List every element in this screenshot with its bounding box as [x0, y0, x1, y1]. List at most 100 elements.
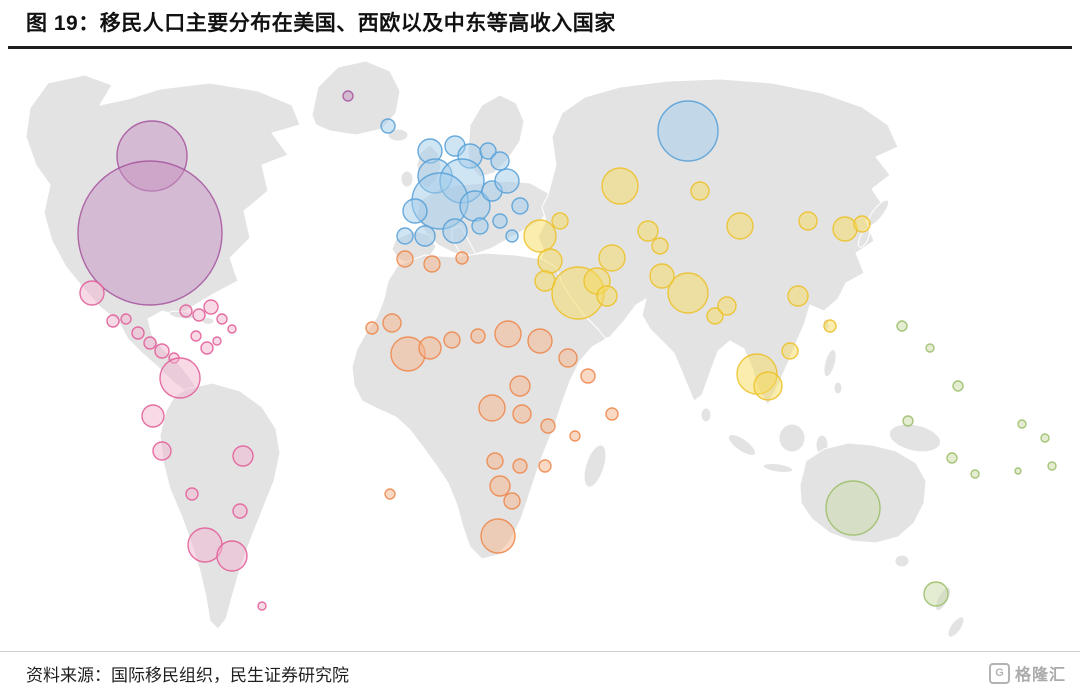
bubble-europe — [479, 142, 497, 160]
bubble-asia-middle-east — [726, 212, 754, 240]
bubble-latin-america — [120, 313, 132, 325]
bubble-africa — [396, 250, 414, 268]
bubble-asia-middle-east — [637, 220, 659, 242]
bubble-africa — [480, 518, 516, 554]
continent-greenland — [311, 60, 401, 136]
island-ireland — [400, 170, 414, 188]
bubble-africa — [384, 488, 396, 500]
bubble-europe — [396, 227, 414, 245]
island-hispaniola — [201, 317, 215, 325]
bubble-asia-middle-east — [537, 248, 563, 274]
bubble-asia-middle-east — [787, 285, 809, 307]
bubble-latin-america — [192, 308, 206, 322]
bubble-asia-middle-east — [596, 285, 618, 307]
island-sri-lanka — [700, 407, 712, 423]
bubble-latin-america — [232, 445, 254, 467]
bubble-africa — [418, 336, 442, 360]
bubble-latin-america — [131, 326, 145, 340]
bubble-latin-america — [216, 540, 248, 572]
bubble-latin-america — [185, 487, 199, 501]
bubble-oceania — [970, 469, 980, 479]
bubble-africa — [527, 328, 553, 354]
island-mindanao — [833, 381, 843, 395]
bubble-latin-america — [179, 304, 193, 318]
figure-footer: 资料来源：国际移民组织，民生证券研究院 G 格隆汇 — [0, 651, 1080, 694]
title-underline — [8, 46, 1072, 49]
figure-header: 图 19：移民人口主要分布在美国、西欧以及中东等高收入国家 — [0, 0, 1080, 49]
bubble-latin-america — [154, 343, 170, 359]
bubble-europe — [511, 197, 529, 215]
continent-south-america — [159, 382, 281, 630]
bubble-africa — [455, 251, 469, 265]
bubble-europe — [657, 100, 719, 162]
bubble-africa — [489, 475, 511, 497]
island-java — [762, 463, 794, 473]
bubble-africa — [558, 348, 578, 368]
island-philippines — [823, 348, 837, 378]
island-new-guinea — [888, 423, 942, 453]
bubble-asia-middle-east — [667, 272, 709, 314]
map-svg — [25, 60, 1057, 638]
bubble-oceania — [825, 480, 881, 536]
bubble-africa — [605, 407, 619, 421]
bubble-africa — [509, 375, 531, 397]
bubble-africa — [478, 394, 506, 422]
bubble-oceania — [923, 581, 949, 607]
bubble-africa — [470, 328, 486, 344]
island-new-zealand-south — [947, 616, 965, 638]
bubble-africa — [512, 404, 532, 424]
bubble-europe — [490, 151, 510, 171]
island-sumatra — [727, 434, 757, 456]
bubble-europe — [492, 213, 508, 229]
bubble-africa — [486, 452, 504, 470]
bubble-latin-america — [212, 336, 222, 346]
figure-title: 图 19：移民人口主要分布在美国、西欧以及中东等高收入国家 — [26, 12, 616, 35]
bubble-asia-middle-east — [781, 342, 799, 360]
bubble-asia-middle-east — [717, 296, 737, 316]
bubble-asia-middle-east — [649, 263, 675, 289]
gelonghui-logo-icon: G — [988, 662, 1010, 684]
bubble-africa — [423, 255, 441, 273]
bubble-europe — [442, 218, 468, 244]
island-tasmania — [894, 554, 910, 568]
bubble-asia-middle-east — [823, 319, 837, 333]
bubble-oceania — [1040, 433, 1050, 443]
bubble-oceania — [925, 343, 935, 353]
bubble-africa — [382, 313, 402, 333]
bubble-latin-america — [190, 330, 202, 342]
bubble-latin-america — [79, 280, 105, 306]
bubble-layer — [77, 90, 1057, 611]
bubble-europe — [505, 229, 519, 243]
bubble-oceania — [1017, 419, 1027, 429]
bubble-latin-america — [257, 601, 267, 611]
bubble-africa — [538, 459, 552, 473]
bubble-oceania — [946, 452, 958, 464]
bubble-africa — [365, 321, 379, 335]
bubble-europe — [414, 225, 436, 247]
bubble-oceania — [896, 320, 908, 332]
bubble-europe — [380, 118, 396, 134]
bubble-latin-america — [159, 357, 201, 399]
world-bubble-map — [0, 53, 1080, 651]
bubble-latin-america — [200, 341, 214, 355]
bubble-africa — [580, 368, 596, 384]
bubble-asia-middle-east — [601, 167, 639, 205]
bubble-oceania — [1047, 461, 1057, 471]
island-madagascar — [583, 444, 607, 488]
bubble-africa — [540, 418, 556, 434]
bubble-asia-middle-east — [598, 244, 626, 272]
bubble-latin-america — [203, 299, 219, 315]
bubble-north-america — [77, 160, 223, 306]
bubble-latin-america — [227, 324, 237, 334]
bubble-asia-middle-east — [853, 215, 871, 233]
bubble-africa — [569, 430, 581, 442]
bubble-europe — [494, 168, 520, 194]
bubble-asia-middle-east — [753, 371, 783, 401]
bubble-oceania — [1014, 467, 1022, 475]
bubble-latin-america — [232, 503, 248, 519]
island-borneo — [778, 423, 806, 453]
bubble-asia-middle-east — [832, 216, 858, 242]
bubble-latin-america — [152, 441, 172, 461]
bubble-oceania — [952, 380, 964, 392]
